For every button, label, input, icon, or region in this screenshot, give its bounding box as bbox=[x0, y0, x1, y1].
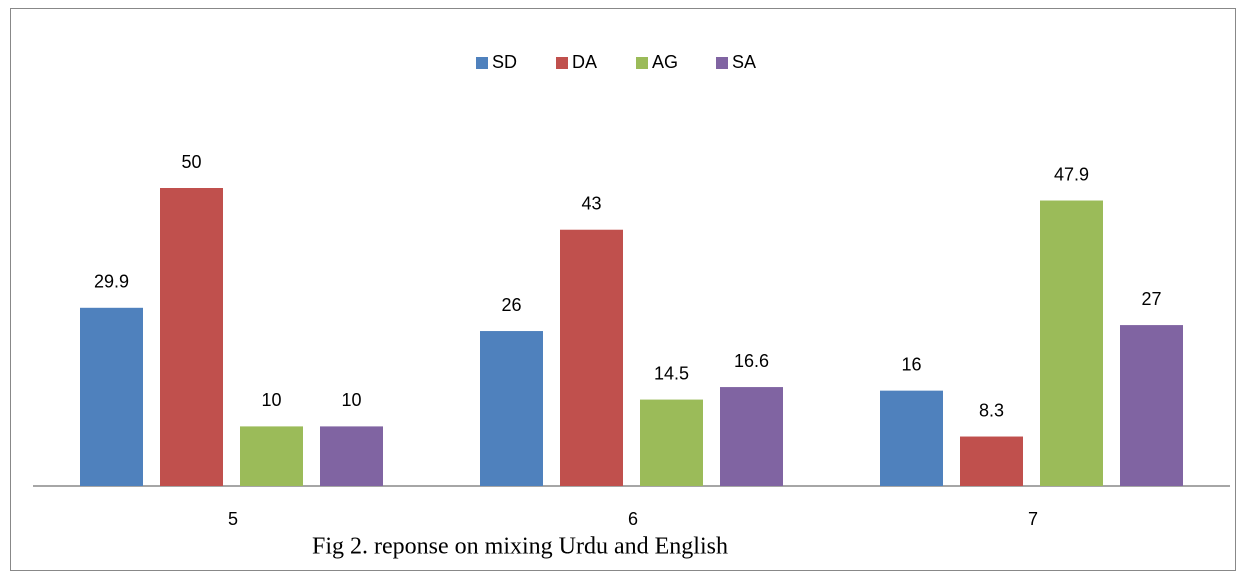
bar bbox=[1120, 325, 1183, 486]
data-label: 16.6 bbox=[734, 351, 769, 371]
bar bbox=[80, 307, 143, 486]
data-label: 16 bbox=[901, 354, 921, 374]
data-label: 27 bbox=[1141, 289, 1161, 309]
data-label: 43 bbox=[581, 193, 601, 213]
legend-swatch bbox=[476, 57, 488, 69]
bar bbox=[240, 426, 303, 486]
x-tick-label: 6 bbox=[628, 509, 638, 529]
legend-swatch bbox=[556, 57, 568, 69]
data-label: 10 bbox=[341, 390, 361, 410]
legend-label: DA bbox=[572, 52, 597, 72]
bar bbox=[480, 331, 543, 486]
data-label: 8.3 bbox=[979, 400, 1004, 420]
bar bbox=[320, 426, 383, 486]
bar bbox=[720, 387, 783, 486]
bar bbox=[640, 399, 703, 486]
data-label: 47.9 bbox=[1054, 164, 1089, 184]
legend-label: SD bbox=[492, 52, 517, 72]
data-label: 14.5 bbox=[654, 363, 689, 383]
data-label: 10 bbox=[261, 390, 281, 410]
legend-swatch bbox=[716, 57, 728, 69]
data-label: 29.9 bbox=[94, 272, 129, 292]
data-label: 26 bbox=[501, 295, 521, 315]
bar bbox=[560, 229, 623, 486]
bar bbox=[1040, 200, 1103, 487]
bar bbox=[880, 390, 943, 486]
legend-label: SA bbox=[732, 52, 756, 72]
bar bbox=[960, 436, 1023, 486]
data-label: 50 bbox=[181, 152, 201, 172]
legend-label: AG bbox=[652, 52, 678, 72]
x-tick-label: 7 bbox=[1028, 509, 1038, 529]
caption: Fig 2. reponse on mixing Urdu and Englis… bbox=[312, 534, 728, 560]
x-tick-label: 5 bbox=[228, 509, 238, 529]
bar bbox=[160, 188, 223, 486]
legend-swatch bbox=[636, 57, 648, 69]
